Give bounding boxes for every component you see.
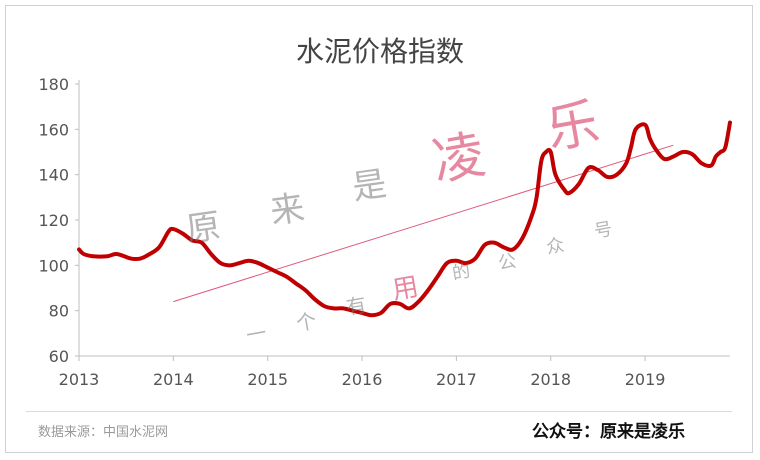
- y-tick-label: 60: [49, 347, 69, 366]
- x-tick-label: 2013: [59, 370, 100, 389]
- y-tick-label: 120: [38, 211, 69, 230]
- x-tick-label: 2015: [247, 370, 288, 389]
- y-tick-label: 140: [38, 166, 69, 185]
- x-tick-label: 2017: [436, 370, 477, 389]
- watermark-char: 原: [183, 205, 224, 251]
- y-tick-label: 100: [38, 256, 69, 275]
- y-tick-label: 180: [38, 75, 69, 94]
- series-line-cement-index: [77, 120, 732, 318]
- x-tick-label: 2016: [342, 370, 383, 389]
- x-tick-label: 2014: [153, 370, 194, 389]
- chart-frame: [5, 5, 753, 453]
- account-signature: 公众号：原来是凌乐: [532, 422, 685, 442]
- x-tick-label: 2018: [530, 370, 571, 389]
- watermark-char: 是: [349, 163, 390, 209]
- chart-title: 水泥价格指数: [295, 35, 464, 68]
- x-tick-label: 2019: [625, 370, 666, 389]
- data-source-note: 数据来源：中国水泥网: [38, 425, 169, 440]
- trend-line: [173, 144, 674, 303]
- footer-divider: [26, 411, 732, 412]
- watermark-char: 来: [267, 187, 308, 233]
- y-tick-label: 80: [49, 302, 69, 321]
- y-tick-label: 160: [38, 120, 69, 139]
